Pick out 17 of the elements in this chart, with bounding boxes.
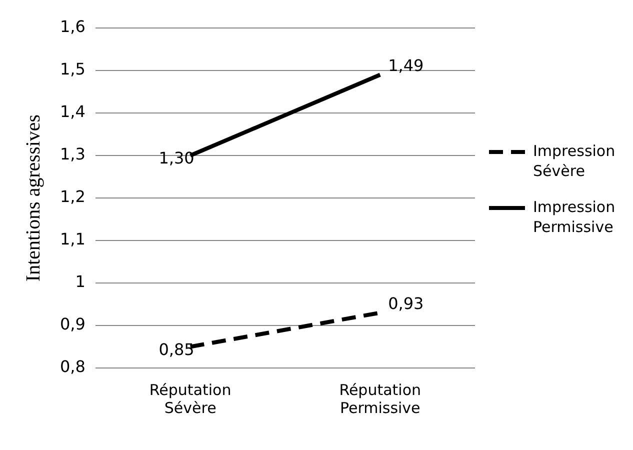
x-tick-label: Réputation Permissive [339, 380, 422, 417]
y-tick-label: 0,8 [60, 357, 86, 376]
y-tick-label: 1,4 [60, 102, 86, 122]
y-tick-label: 1,6 [60, 17, 86, 36]
data-label: 0,93 [388, 294, 424, 313]
y-axis-title: Intentions agressives [22, 114, 44, 282]
y-tick-label: 1,5 [60, 60, 86, 79]
y-tick-label: 1,1 [60, 230, 86, 249]
x-tick-label: Réputation Sévère [149, 380, 232, 417]
y-tick-label: 0,9 [60, 314, 86, 334]
legend-label: Impression Permissive [533, 198, 616, 236]
data-label: 1,49 [388, 56, 424, 75]
legend-label: Impression Sévère [533, 142, 616, 180]
y-tick-label: 1 [75, 272, 86, 292]
y-tick-label: 1,2 [60, 187, 86, 206]
y-tick-label: 1,3 [60, 144, 86, 164]
data-label: 0,85 [158, 340, 194, 359]
